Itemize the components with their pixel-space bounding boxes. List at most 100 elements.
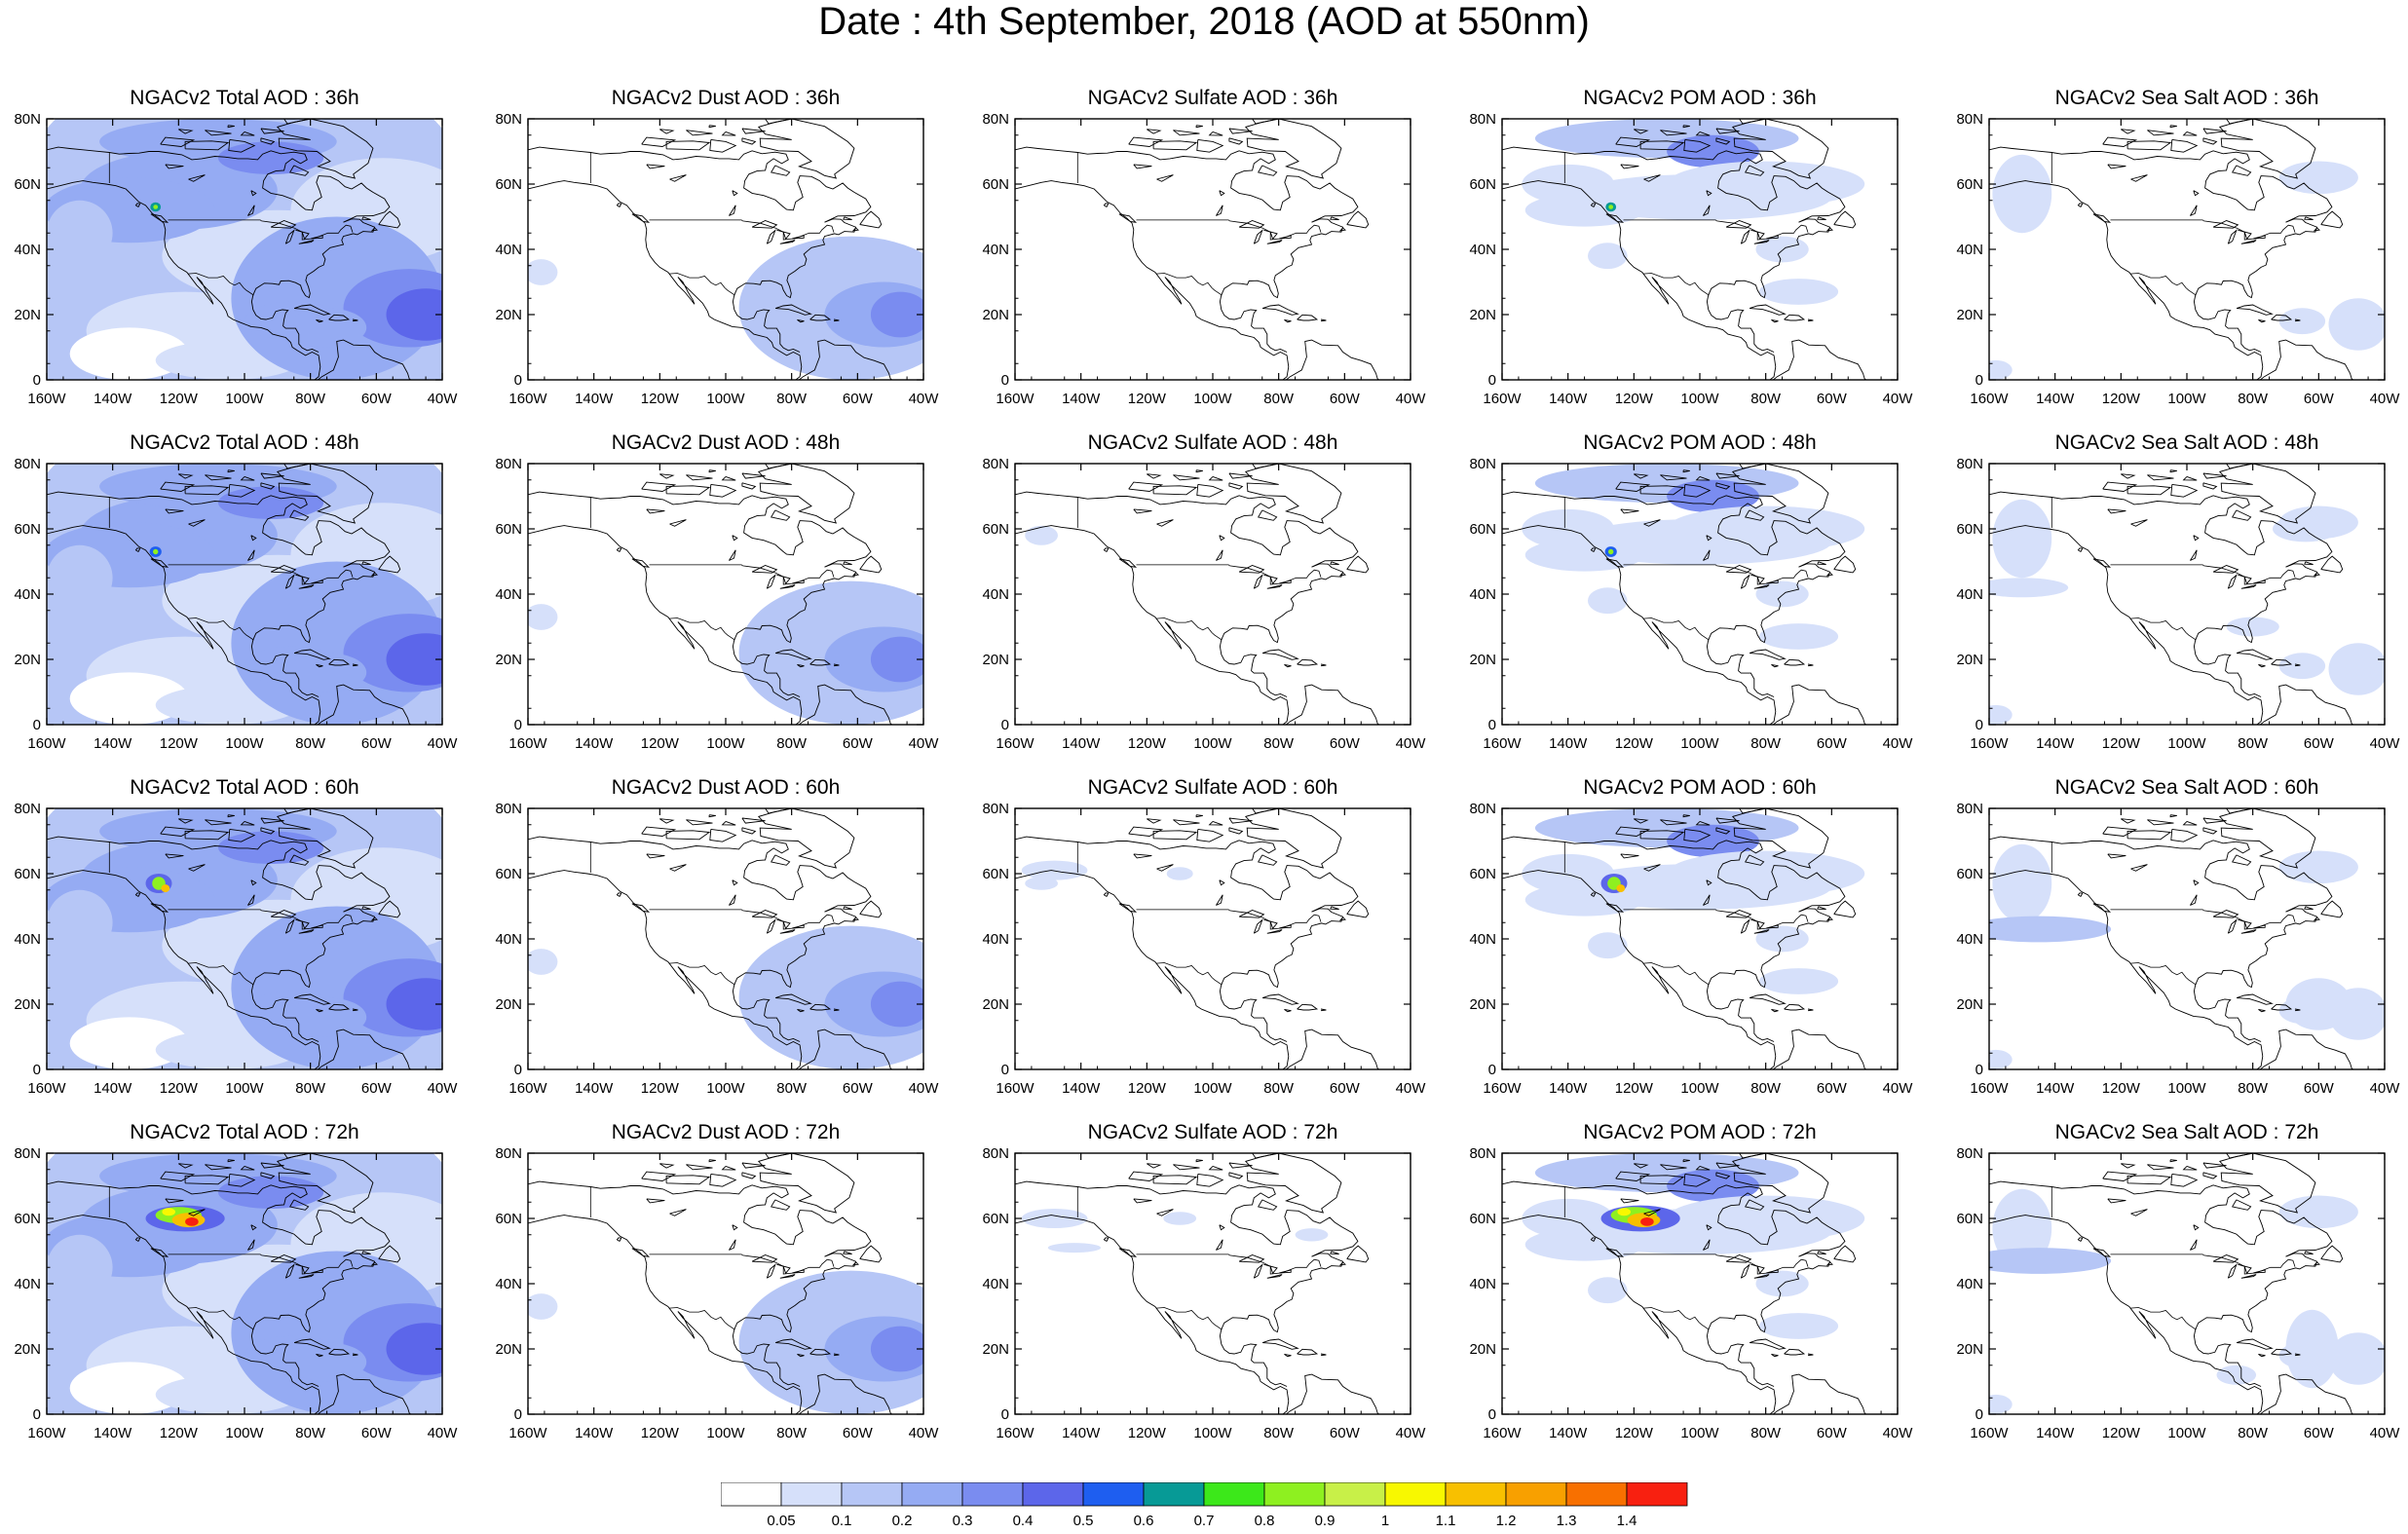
x-tick-label: 160W xyxy=(1483,391,1522,407)
island-outline xyxy=(1615,481,1651,492)
lake-outline xyxy=(1643,864,1661,872)
y-tick-label: 40N xyxy=(495,586,522,603)
aod-region xyxy=(386,978,442,1030)
lake-outline xyxy=(1263,918,1278,930)
island-outline xyxy=(1605,213,1625,223)
island-outline xyxy=(184,140,230,151)
island-outline xyxy=(809,1348,832,1356)
national-border xyxy=(188,962,254,986)
island-outline xyxy=(352,1008,358,1012)
x-tick-label: 60W xyxy=(843,391,874,407)
island-outline xyxy=(770,165,791,176)
x-tick-label: 80W xyxy=(1750,1080,1782,1097)
aod-region xyxy=(1588,932,1628,959)
x-tick-label: 60W xyxy=(1817,391,1848,407)
aod-region xyxy=(745,1328,851,1382)
national-border xyxy=(1156,273,1223,296)
y-tick-label: 0 xyxy=(33,1062,41,1078)
lake-outline xyxy=(1706,190,1712,197)
island-outline xyxy=(1590,1237,1597,1242)
lake-outline xyxy=(1219,1224,1225,1231)
lake-outline xyxy=(1238,565,1265,574)
x-tick-label: 100W xyxy=(706,1080,745,1097)
aod-region xyxy=(2328,1332,2385,1385)
island-outline xyxy=(2092,903,2112,913)
island-outline xyxy=(741,482,757,490)
island-outline xyxy=(1731,119,1829,179)
y-tick-label: 20N xyxy=(1469,996,1496,1013)
island-outline xyxy=(741,1162,766,1169)
island-outline xyxy=(288,165,310,176)
axes: 160W 140W 120W 100W 80W 60W 40W 0 20N 40N 60N 80N xyxy=(495,801,939,1097)
island-outline xyxy=(1634,473,1649,479)
map-panel: NGACv2 Sea Salt AOD : 72h 160W 140W 120W 100… xyxy=(1942,1120,2408,1465)
island-outline xyxy=(616,1237,622,1242)
lake-outline xyxy=(1253,918,1263,934)
island-outline xyxy=(1695,820,1711,826)
national-border xyxy=(188,273,254,296)
colorbar-label: 0.2 xyxy=(892,1513,913,1529)
panel-title: NGACv2 Sulfate AOD : 48h xyxy=(1087,431,1338,454)
lake-outline xyxy=(1216,894,1223,906)
island-outline xyxy=(2226,1153,2253,1159)
island-outline xyxy=(2313,917,2320,921)
island-outline xyxy=(160,826,196,837)
island-outline xyxy=(352,663,358,667)
island-outline xyxy=(616,203,622,207)
island-outline xyxy=(2169,814,2177,818)
x-tick-label: 60W xyxy=(843,735,874,752)
island-outline xyxy=(616,892,622,897)
aod-region xyxy=(1522,508,1615,549)
map-panel: NGACv2 Dust AOD : 60h 160W 140W 120W 100W 80W… xyxy=(481,775,962,1120)
island-outline xyxy=(2170,483,2199,498)
island-outline xyxy=(757,119,855,179)
lake-outline xyxy=(270,910,297,918)
aod-region xyxy=(1758,968,1839,994)
aod-region xyxy=(1992,499,2052,579)
island-outline xyxy=(260,1172,276,1179)
island-outline xyxy=(328,1348,351,1356)
island-outline xyxy=(205,1164,232,1171)
aod-map: 160W 140W 120W 100W 80W 60W 40W 0 20N 40N 60N 80N xyxy=(1469,1145,1913,1441)
coastline xyxy=(1015,836,1359,1042)
y-tick-label: 0 xyxy=(1975,1406,1983,1423)
aod-map: 160W 140W 120W 100W 80W 60W 40W 0 20N 40N 60N 80N xyxy=(982,456,1426,752)
island-outline xyxy=(228,1173,256,1187)
island-outline xyxy=(361,1251,371,1254)
x-tick-label: 160W xyxy=(27,1080,66,1097)
coastlines xyxy=(47,1153,412,1414)
lake-outline xyxy=(2193,535,2200,542)
x-tick-label: 100W xyxy=(225,391,264,407)
island-outline xyxy=(150,1248,169,1257)
coastline xyxy=(47,1180,391,1387)
island-outline xyxy=(2231,854,2252,866)
lake-outline xyxy=(1253,1263,1263,1279)
aod-region xyxy=(69,1362,189,1414)
y-tick-label: 80N xyxy=(14,801,41,817)
y-tick-label: 40N xyxy=(14,931,41,948)
island-outline xyxy=(1195,1159,1203,1163)
national-border xyxy=(649,219,835,241)
aod-region xyxy=(1755,1270,1809,1297)
aod-region xyxy=(1166,867,1193,880)
y-tick-label: 40N xyxy=(495,242,522,258)
island-outline xyxy=(2202,472,2227,479)
colorbar-swatch xyxy=(1203,1481,1265,1507)
island-outline xyxy=(2236,649,2274,660)
map-panel: NGACv2 Sea Salt AOD : 36h 160W 140W 120W 100… xyxy=(1942,86,2408,430)
island-outline xyxy=(1784,1348,1806,1356)
island-outline xyxy=(2271,1003,2293,1011)
x-tick-label: 120W xyxy=(1128,1425,1167,1441)
island-outline xyxy=(260,827,276,835)
x-tick-label: 120W xyxy=(160,1425,199,1441)
aod-region xyxy=(1588,243,1628,270)
y-tick-label: 0 xyxy=(1001,717,1009,733)
y-tick-label: 80N xyxy=(982,456,1009,472)
y-tick-label: 60N xyxy=(14,176,41,193)
island-outline xyxy=(2126,485,2172,496)
coastlines xyxy=(528,808,893,1069)
map-panel: NGACv2 Total AOD : 60h 160W 140W 120W 100W 80… xyxy=(0,775,481,1120)
island-outline xyxy=(178,1163,194,1169)
colorbar-swatch xyxy=(720,1481,782,1507)
aod-region xyxy=(69,1017,189,1069)
